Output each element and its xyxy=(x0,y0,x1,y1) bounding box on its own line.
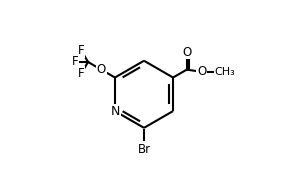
Text: O: O xyxy=(97,63,106,76)
Text: F: F xyxy=(78,44,85,57)
Text: F: F xyxy=(71,56,78,69)
Text: Br: Br xyxy=(137,143,151,156)
Text: F: F xyxy=(78,67,85,80)
Text: O: O xyxy=(182,46,191,59)
Text: O: O xyxy=(197,65,206,78)
Text: N: N xyxy=(110,105,120,118)
Text: CH₃: CH₃ xyxy=(215,67,235,77)
